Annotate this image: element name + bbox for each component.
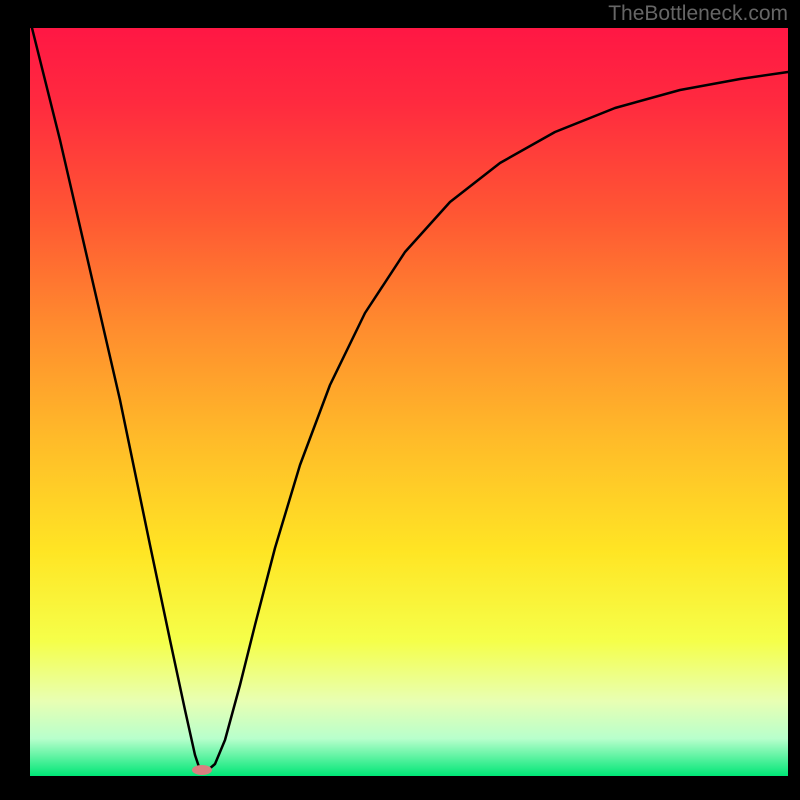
minimum-marker [192,765,212,775]
bottleneck-chart [0,0,800,800]
chart-container: TheBottleneck.com [0,0,800,800]
chart-background-gradient [30,28,788,776]
watermark-text: TheBottleneck.com [608,2,788,26]
